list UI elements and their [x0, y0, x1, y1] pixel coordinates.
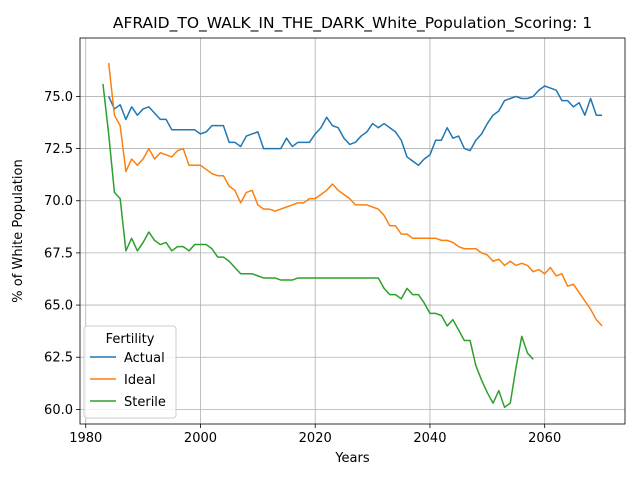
chart-title: AFRAID_TO_WALK_IN_THE_DARK_White_Populat…	[113, 14, 592, 33]
y-tick-label: 60.0	[44, 403, 73, 418]
y-axis-ticks: 60.0 62.5 65.0 67.5 70.0 72.5 75.0	[44, 90, 80, 418]
legend: Fertility Actual Ideal Sterile	[83, 325, 177, 419]
y-tick-label: 67.5	[44, 246, 73, 261]
legend-box	[83, 325, 177, 419]
y-tick-label: 70.0	[44, 194, 73, 209]
x-tick-label: 2060	[528, 431, 561, 446]
series-line-sterile	[102, 83, 534, 409]
series-line-ideal	[107, 62, 603, 327]
legend-title: Fertility	[106, 332, 155, 347]
legend-label-actual: Actual	[124, 351, 165, 366]
y-tick-label: 65.0	[44, 299, 73, 314]
x-tick-label: 2000	[184, 431, 217, 446]
y-tick-label: 75.0	[44, 90, 73, 105]
y-tick-label: 72.5	[44, 142, 73, 157]
x-axis-ticks: 1980 2000 2020 2040 2060	[69, 424, 561, 446]
legend-items: Actual Ideal Sterile	[90, 351, 166, 410]
x-axis-title: Years	[334, 451, 370, 466]
plot-frame	[79, 37, 626, 425]
x-tick-label: 2040	[413, 431, 446, 446]
legend-label-sterile: Sterile	[124, 395, 166, 410]
series-line-actual	[107, 85, 603, 167]
x-tick-label: 2020	[299, 431, 332, 446]
x-tick-label: 1980	[69, 431, 102, 446]
series-lines	[102, 62, 603, 409]
y-axis-title: % of White Population	[11, 159, 26, 302]
y-tick-label: 62.5	[44, 351, 73, 366]
legend-label-ideal: Ideal	[124, 373, 156, 388]
